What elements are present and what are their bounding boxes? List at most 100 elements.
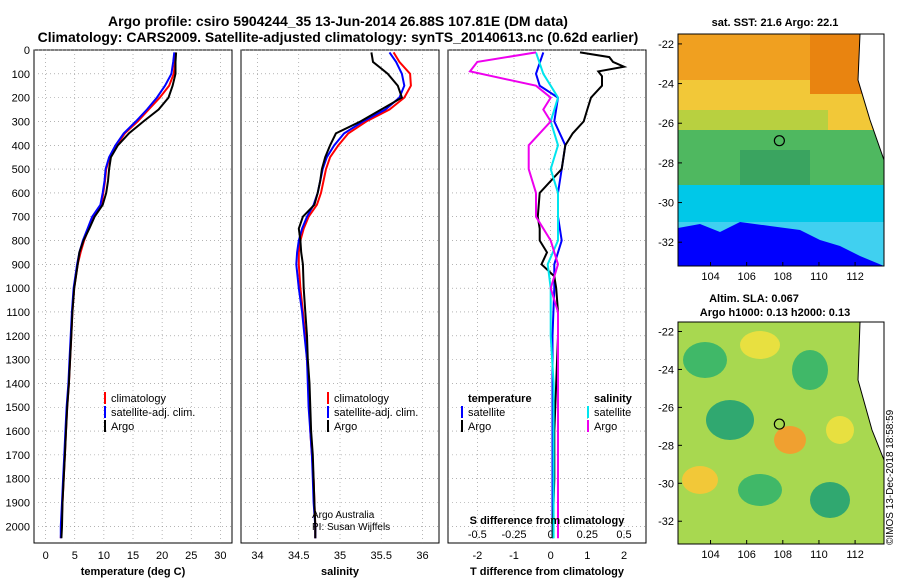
sla-map-title-2: Argo h1000: 0.13 h2000: 0.13	[700, 307, 850, 319]
series-line-s-satellite	[535, 52, 560, 539]
x-tick-label: 15	[127, 550, 139, 562]
depth-tick-label: 1200	[6, 331, 30, 343]
legend-satellite-label: satellite-adj. clim.	[334, 407, 418, 419]
argo-australia-note: Argo Australia	[312, 510, 375, 521]
series-line-climatology	[59, 52, 177, 539]
sst-cold-pool	[678, 222, 884, 266]
legend-salinity-title: salinity	[594, 393, 633, 405]
x-tick-label: 34.5	[288, 550, 309, 562]
depth-tick-labels: 0 100 200 300 400 500 600 700 800 900 1000 1100 1200…	[6, 45, 30, 533]
x-tick-label: 34	[251, 550, 263, 562]
sst-tick-labels: 104 106 108 110 112 -22 -24 -26 -28 -30 -32	[658, 39, 864, 283]
depth-tick-label: 1900	[6, 498, 30, 510]
sst-argo-location-marker	[773, 135, 785, 147]
legend-s-argo-label: Argo	[594, 421, 617, 433]
pi-note: PI: Susan Wijffels	[312, 522, 390, 533]
sla-blob	[706, 400, 754, 440]
map-y-tick-label: -26	[658, 402, 674, 414]
series-layer	[59, 51, 628, 539]
difference-panel-frame	[447, 49, 647, 544]
map-y-tick-label: -32	[658, 237, 674, 249]
temperature-legend: climatology satellite-adj. clim. Argo	[104, 392, 195, 433]
x-tick-labels: 0 5 10 15 20 25 30 34 34.5 35 35.5 36 -2 -1 0 1 2 -0.5 -0.…	[43, 529, 632, 562]
map-x-tick-label: 110	[810, 549, 828, 561]
sla-coastline	[857, 322, 884, 461]
legend-temperature-title: temperature	[468, 393, 532, 405]
difference-top-xlabel: S difference from climatology	[470, 515, 626, 527]
sla-map-title-1: Altim. SLA: 0.067	[709, 293, 799, 305]
sla-blob	[810, 482, 850, 518]
sla-tick-labels: 104 106 108 110 112 -22 -24 -26 -28 -30 -32	[658, 326, 864, 561]
x-tick-label: 35	[334, 550, 346, 562]
depth-tick-label: 1400	[6, 378, 30, 390]
map-y-tick-label: -24	[658, 364, 674, 376]
depth-tick-label: 200	[12, 93, 30, 105]
x-top-tick-label: 0.25	[577, 529, 598, 541]
sst-band-dark-green	[740, 150, 810, 190]
map-x-tick-label: 106	[737, 549, 755, 561]
title-line-1: Argo profile: csiro 5904244_35 13-Jun-20…	[108, 13, 568, 29]
x-tick-label: 5	[72, 550, 78, 562]
legend-climatology-label: climatology	[334, 393, 390, 405]
difference-legend-salinity: salinity satellite Argo	[587, 393, 633, 433]
map-y-tick-label: -32	[658, 516, 674, 528]
map-x-tick-label: 112	[846, 549, 864, 561]
sla-argo-location-marker	[773, 418, 785, 430]
x-top-tick-label: -0.25	[501, 529, 526, 541]
series-line-s-argo	[468, 51, 560, 539]
depth-tick-label: 1800	[6, 474, 30, 486]
sla-blob	[683, 342, 727, 378]
depth-tick-label: 700	[12, 212, 30, 224]
depth-tick-label: 300	[12, 116, 30, 128]
map-y-tick-label: -28	[658, 158, 674, 170]
map-x-tick-label: 108	[774, 549, 792, 561]
legend-t-argo-label: Argo	[468, 421, 491, 433]
depth-tick-label: 500	[12, 164, 30, 176]
map-x-tick-label: 106	[737, 271, 755, 283]
grid-layer	[34, 49, 646, 543]
series-line-satellite-adj-clim-	[59, 52, 176, 539]
map-x-tick-label: 104	[701, 549, 719, 561]
sla-blob	[738, 474, 782, 506]
salinity-xlabel: salinity	[321, 566, 360, 578]
sla-map-frame	[677, 321, 885, 545]
legend-s-satellite-label: satellite	[594, 407, 631, 419]
x-tick-label: 25	[185, 550, 197, 562]
series-line-argo	[60, 52, 178, 539]
depth-tick-label: 100	[12, 69, 30, 81]
map-y-tick-label: -24	[658, 79, 674, 91]
depth-tick-label: 0	[24, 45, 30, 57]
temperature-xlabel: temperature (deg C)	[81, 566, 186, 578]
map-y-tick-label: -30	[658, 478, 674, 490]
map-y-tick-label: -30	[658, 198, 674, 210]
sla-map	[678, 322, 884, 544]
x-top-tick-label: 0.5	[616, 529, 631, 541]
sla-blob	[740, 331, 780, 359]
sst-map	[678, 34, 884, 266]
x-tick-label: -1	[509, 550, 519, 562]
copyright-side-text: ©IMOS 13-Dec-2018 18:58:59	[885, 409, 896, 545]
legend-t-satellite-label: satellite	[468, 407, 505, 419]
sla-blob	[792, 350, 828, 390]
legend-satellite-label: satellite-adj. clim.	[111, 407, 195, 419]
x-tick-label: 0	[548, 550, 554, 562]
x-tick-label: 35.5	[371, 550, 392, 562]
sla-blob	[774, 426, 806, 454]
x-tick-label: 30	[214, 550, 226, 562]
depth-tick-label: 1100	[6, 307, 30, 319]
difference-legend-temperature: temperature satellite Argo	[461, 393, 532, 433]
depth-tick-label: 1700	[6, 450, 30, 462]
depth-tick-label: 900	[12, 259, 30, 271]
depth-tick-label: 2000	[6, 521, 30, 533]
depth-tick-label: 400	[12, 140, 30, 152]
x-top-tick-label: 0	[548, 529, 554, 541]
map-x-tick-label: 112	[846, 271, 864, 283]
map-y-tick-label: -26	[658, 118, 674, 130]
depth-tick-label: 1500	[6, 402, 30, 414]
depth-tick-label: 1300	[6, 355, 30, 367]
map-x-tick-label: 104	[701, 271, 719, 283]
x-tick-label: -2	[472, 550, 482, 562]
x-tick-label: 36	[416, 550, 428, 562]
map-y-tick-label: -28	[658, 440, 674, 452]
